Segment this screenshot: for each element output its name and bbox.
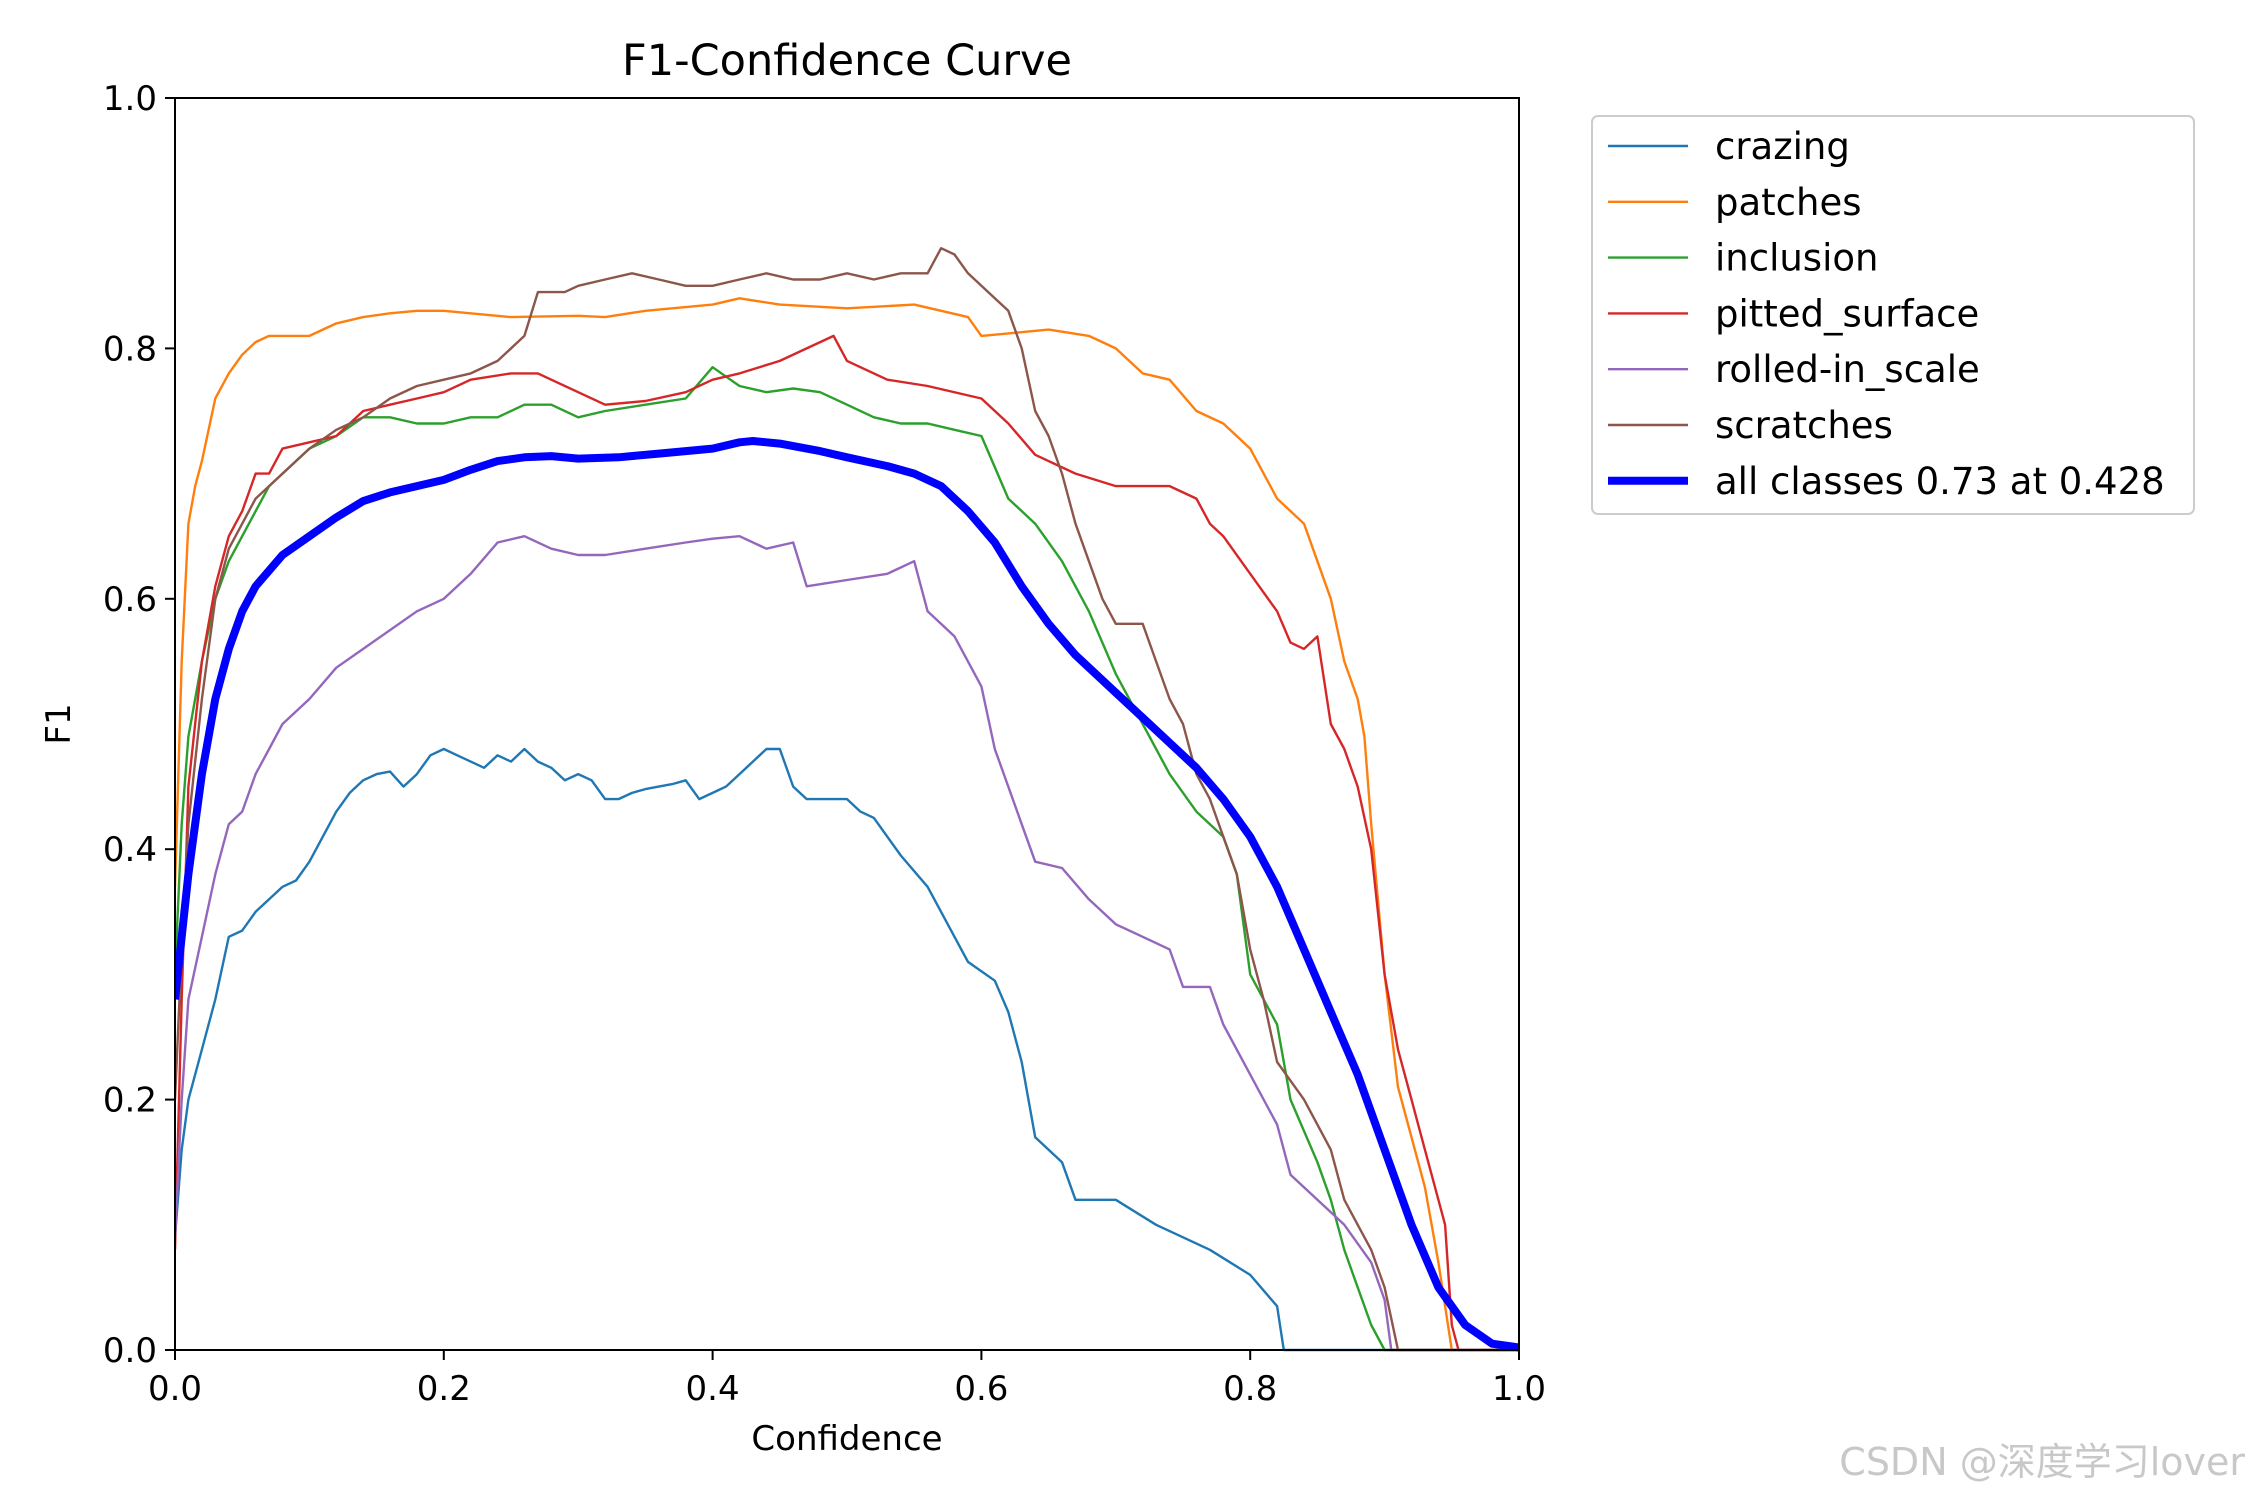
- x-tick-label: 0.8: [1223, 1369, 1277, 1409]
- y-axis-ticks: 0.0 0.2 0.4 0.6 0.8 1.0: [103, 79, 175, 1371]
- series-line-patches: [175, 297, 1519, 1352]
- x-axis-label: Confidence: [751, 1419, 942, 1459]
- y-tick-label: 0.6: [103, 580, 157, 620]
- y-tick-label: 0.2: [103, 1081, 157, 1121]
- series-line-pitted-surface: [175, 334, 1519, 1352]
- legend-label: patches: [1715, 181, 1862, 224]
- y-tick-label: 0.4: [103, 830, 157, 870]
- legend-label: all classes 0.73 at 0.428: [1715, 460, 2165, 503]
- legend-label: scratches: [1715, 404, 1893, 447]
- series-line-all-classes-0-73-at-0-428: [175, 437, 1520, 1352]
- x-tick-label: 0.4: [686, 1369, 740, 1409]
- legend-label: inclusion: [1715, 237, 1878, 280]
- axes-frame: [174, 97, 1520, 1351]
- series-line-rolled-in-scale: [175, 535, 1519, 1352]
- series-line-crazing: [175, 747, 1519, 1352]
- x-tick-label: 1.0: [1492, 1369, 1546, 1409]
- x-axis-ticks: 0.0 0.2 0.4 0.6 0.8 1.0: [148, 1350, 1546, 1409]
- x-tick-label: 0.6: [954, 1369, 1008, 1409]
- x-tick-label: 0.2: [417, 1369, 471, 1409]
- y-tick-label: 0.8: [103, 329, 157, 369]
- legend-label: rolled-in_scale: [1715, 348, 1980, 391]
- watermark: CSDN @深度学习lover: [1839, 1440, 2245, 1484]
- legend-label: crazing: [1715, 125, 1850, 168]
- y-tick-label: 1.0: [103, 79, 157, 119]
- legend-label: pitted_surface: [1715, 292, 1979, 335]
- series-line-inclusion: [175, 366, 1519, 1352]
- x-tick-label: 0.0: [148, 1369, 202, 1409]
- y-axis-label: F1: [39, 703, 79, 744]
- legend: crazing patches inclusion pitted_surfacerol…: [1591, 115, 2195, 515]
- legend-frame: [1591, 115, 2195, 515]
- series-line-scratches: [175, 247, 1519, 1352]
- chart-title: F1-Confidence Curve: [622, 36, 1072, 86]
- y-tick-label: 0.0: [103, 1331, 157, 1371]
- plot-area: [175, 247, 1520, 1352]
